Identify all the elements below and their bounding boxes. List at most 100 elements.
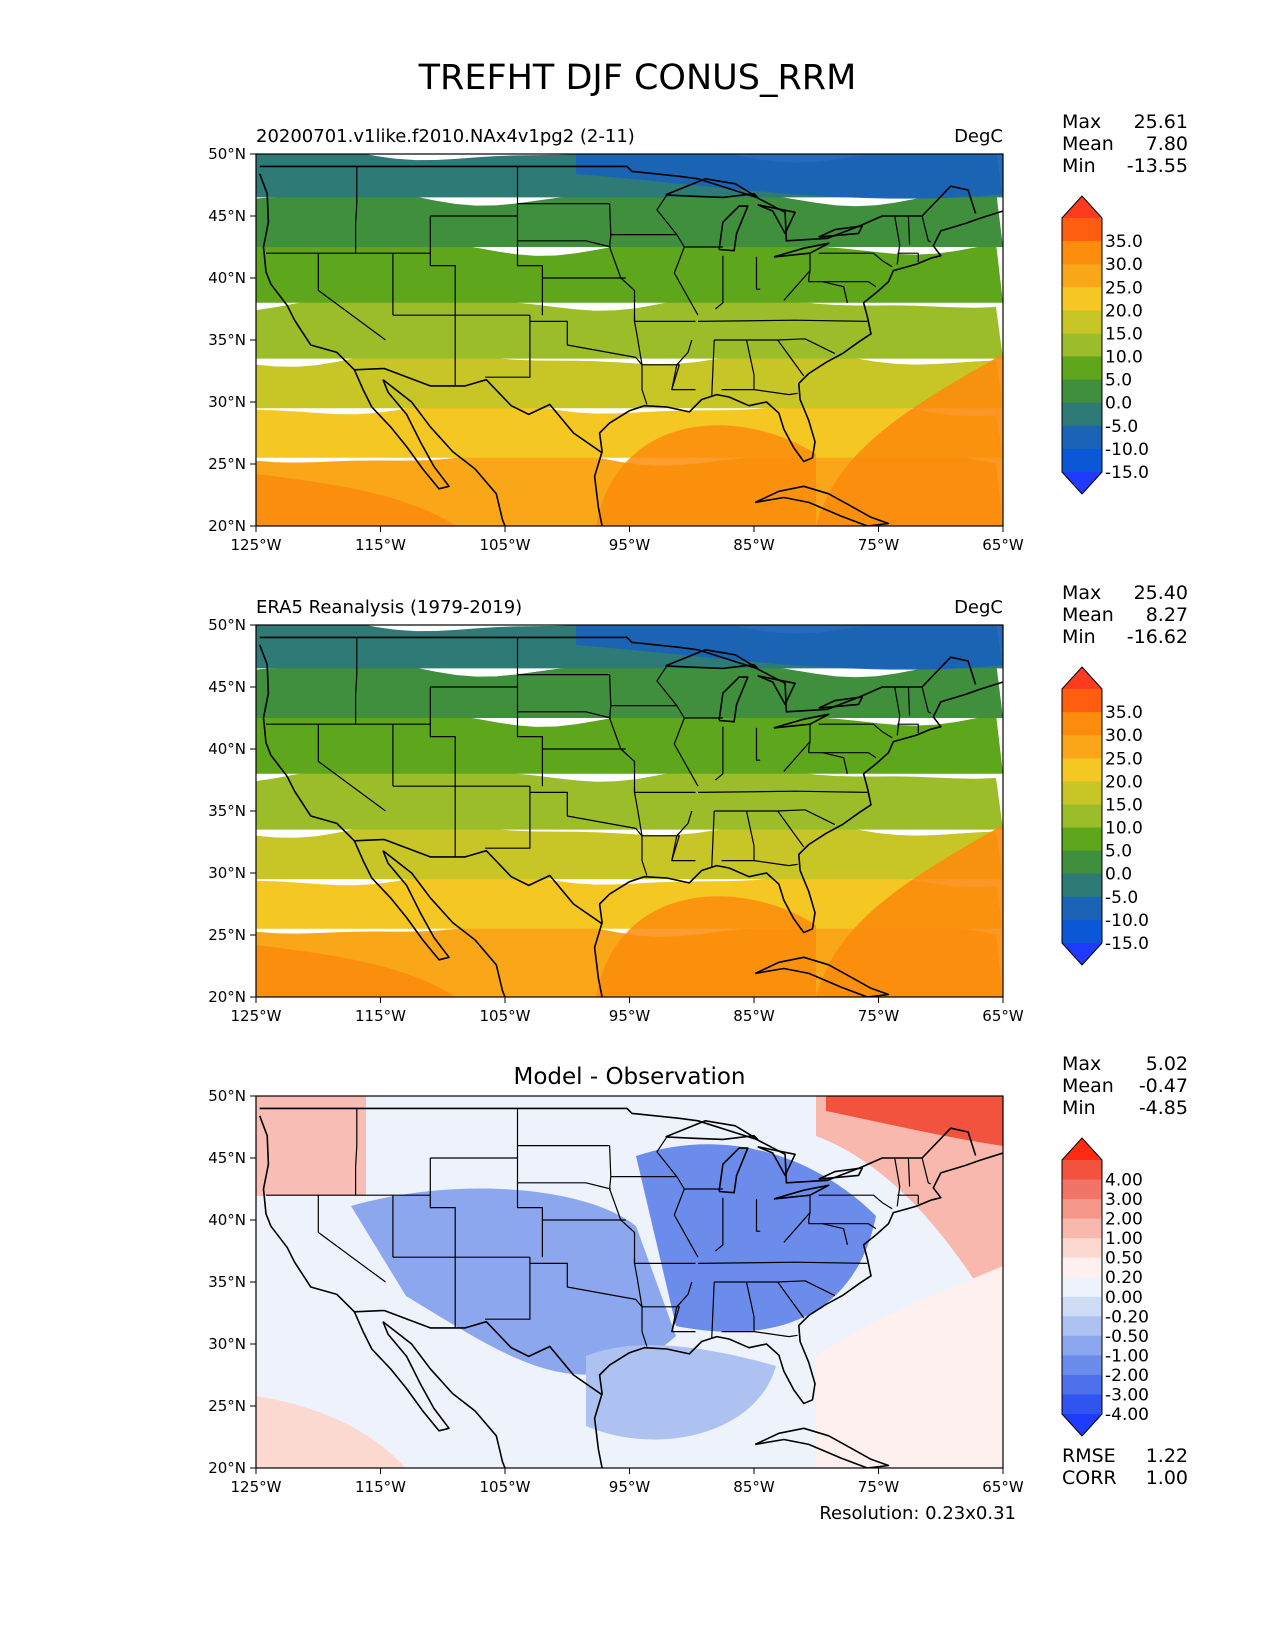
x-tick-label: 75°W — [858, 536, 900, 554]
state-border — [355, 1108, 358, 1196]
state-border — [753, 389, 798, 396]
coastline — [353, 840, 450, 961]
state-border — [673, 234, 699, 316]
x-tick-label: 125°W — [231, 536, 282, 554]
atlantic-warm-area — [816, 354, 1003, 526]
colorbar-label: 20.0 — [1105, 301, 1143, 321]
colorbar-label: 3.00 — [1105, 1190, 1143, 1210]
state-border — [818, 723, 893, 739]
state-border — [656, 194, 678, 235]
state-border — [317, 724, 386, 812]
colorbar-label: -4.00 — [1105, 1405, 1149, 1425]
colorbar-label: 0.20 — [1105, 1268, 1143, 1288]
colorbar-outline — [1061, 1137, 1103, 1437]
x-tick-label: 115°W — [355, 536, 406, 554]
difference-west-cool — [351, 1188, 676, 1375]
temperature-band — [256, 294, 1003, 359]
stat-label-corr: CORR — [1062, 1467, 1117, 1489]
y-tick-label: 20°N — [208, 1459, 246, 1477]
canada-border — [259, 1107, 977, 1184]
state-border — [656, 665, 678, 706]
pacific-warm-area — [256, 945, 456, 997]
state-border — [907, 215, 911, 245]
state-border — [485, 1257, 531, 1320]
colorbar-segment — [1062, 1218, 1102, 1239]
colorbar-label: -5.0 — [1105, 417, 1138, 437]
state-border — [429, 216, 456, 386]
state-border — [894, 686, 901, 736]
stat-label-min: Min — [1062, 155, 1096, 177]
difference-northeast-warm — [816, 1096, 1003, 1326]
stat-label-mean: Mean — [1062, 604, 1114, 626]
colorbar-segment — [1062, 689, 1102, 713]
colorbar-label: 10.0 — [1105, 348, 1143, 368]
x-tick-label: 95°W — [609, 1007, 651, 1025]
state-border — [808, 724, 869, 754]
map-field — [256, 1096, 1003, 1468]
state-border — [783, 270, 811, 301]
mexico-border — [354, 367, 603, 454]
map-lines — [258, 165, 1003, 526]
stat-value-max: 25.61 — [1134, 111, 1188, 133]
state-border — [777, 1281, 805, 1319]
stat-value-max: 5.02 — [1146, 1053, 1188, 1075]
colorbar-segment — [1062, 781, 1102, 806]
lake-outline — [665, 178, 759, 199]
state-border — [671, 1281, 693, 1332]
colorbar-segment — [1062, 1277, 1102, 1298]
state-border — [715, 255, 724, 310]
lake-outline — [818, 696, 864, 709]
panel-center-title: Model - Observation — [513, 1064, 745, 1090]
y-tick-label: 35°N — [208, 802, 246, 820]
colorbar-segment — [1062, 425, 1102, 450]
state-border — [517, 711, 611, 719]
state-border — [529, 1262, 643, 1308]
panel-left-title: ERA5 Reanalysis (1979-2019) — [256, 597, 522, 618]
state-border — [921, 215, 932, 243]
colorbar-bottom-extend — [1062, 472, 1102, 494]
colorbar-bottom-extend — [1062, 1414, 1102, 1436]
colorbar-label: 2.00 — [1105, 1210, 1143, 1230]
colorbar-outline — [1061, 666, 1103, 966]
panel-model: 125°W 115°W 105°W 95°W 85°W 75°W 65°W 50°N 45°N 4… — [208, 111, 1188, 554]
colorbar-segment — [1062, 896, 1102, 921]
x-tick-label: 105°W — [480, 1007, 531, 1025]
stat-label-min: Min — [1062, 626, 1096, 648]
colorbar-segment — [1062, 1335, 1102, 1356]
colorbar-outline — [1061, 195, 1103, 495]
difference-atlantic — [816, 1266, 1003, 1468]
state-border — [642, 1306, 696, 1333]
canada-border — [259, 636, 977, 713]
lake-outline — [773, 242, 830, 258]
panel-difference: 125°W 115°W 105°W 95°W 85°W 75°W 65°W 50°N 45°N 4… — [208, 1053, 1188, 1496]
north-cold-area — [576, 154, 1003, 199]
y-tick-label: 35°N — [208, 1273, 246, 1291]
state-border — [642, 835, 696, 862]
y-tick-label: 40°N — [208, 1211, 246, 1229]
panel-left-title: 20200701.v1like.f2010.NAx4v1pg2 (2-11) — [256, 126, 635, 147]
colorbar-segment — [1062, 287, 1102, 311]
colorbar: 4.003.002.001.000.500.200.00-0.20-0.50-1… — [1061, 1137, 1149, 1437]
y-tick-label: 30°N — [208, 393, 246, 411]
colorbar-segment — [1062, 827, 1102, 852]
map-lines — [258, 1107, 1003, 1468]
x-tick-label: 65°W — [982, 536, 1024, 554]
figure-title: TREFHT DJF CONUS_RRM — [418, 58, 857, 98]
colorbar-segment — [1062, 1199, 1102, 1220]
state-border — [907, 686, 911, 716]
colorbar-bottom-extend — [1062, 943, 1102, 965]
colorbar-segment — [1062, 356, 1102, 381]
x-tick-label: 105°W — [480, 536, 531, 554]
lake-outline — [718, 1147, 749, 1194]
state-border — [868, 752, 877, 759]
x-tick-label: 95°W — [609, 1478, 651, 1496]
state-border — [818, 1194, 893, 1210]
colorbar-segment — [1062, 1296, 1102, 1317]
stat-value-mean: 8.27 — [1146, 604, 1188, 626]
stat-label-mean: Mean — [1062, 133, 1114, 155]
coastline — [258, 173, 355, 371]
y-tick-label: 30°N — [208, 1335, 246, 1353]
colorbar-segment — [1062, 333, 1102, 358]
state-border — [755, 256, 761, 290]
